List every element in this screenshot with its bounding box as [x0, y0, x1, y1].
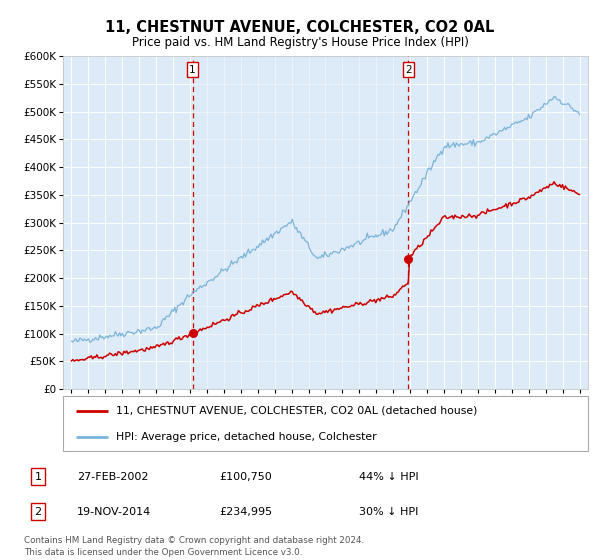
Text: 19-NOV-2014: 19-NOV-2014	[77, 507, 151, 517]
Bar	[193, 56, 409, 389]
FancyBboxPatch shape	[63, 396, 588, 451]
Text: Contains HM Land Registry data © Crown copyright and database right 2024.
This d: Contains HM Land Registry data © Crown c…	[24, 536, 364, 557]
Text: 11, CHESTNUT AVENUE, COLCHESTER, CO2 0AL (detached house): 11, CHESTNUT AVENUE, COLCHESTER, CO2 0AL…	[115, 406, 477, 416]
Text: 27-FEB-2002: 27-FEB-2002	[77, 472, 149, 482]
Text: 1: 1	[34, 472, 41, 482]
Text: 2: 2	[34, 507, 41, 517]
Text: 11, CHESTNUT AVENUE, COLCHESTER, CO2 0AL: 11, CHESTNUT AVENUE, COLCHESTER, CO2 0AL	[106, 20, 494, 35]
Text: Price paid vs. HM Land Registry's House Price Index (HPI): Price paid vs. HM Land Registry's House …	[131, 36, 469, 49]
Text: £234,995: £234,995	[220, 507, 272, 517]
Text: 44% ↓ HPI: 44% ↓ HPI	[359, 472, 418, 482]
Text: £100,750: £100,750	[220, 472, 272, 482]
Text: 2: 2	[405, 65, 412, 75]
Text: 1: 1	[189, 65, 196, 75]
Text: 30% ↓ HPI: 30% ↓ HPI	[359, 507, 418, 517]
Text: HPI: Average price, detached house, Colchester: HPI: Average price, detached house, Colc…	[115, 432, 376, 442]
